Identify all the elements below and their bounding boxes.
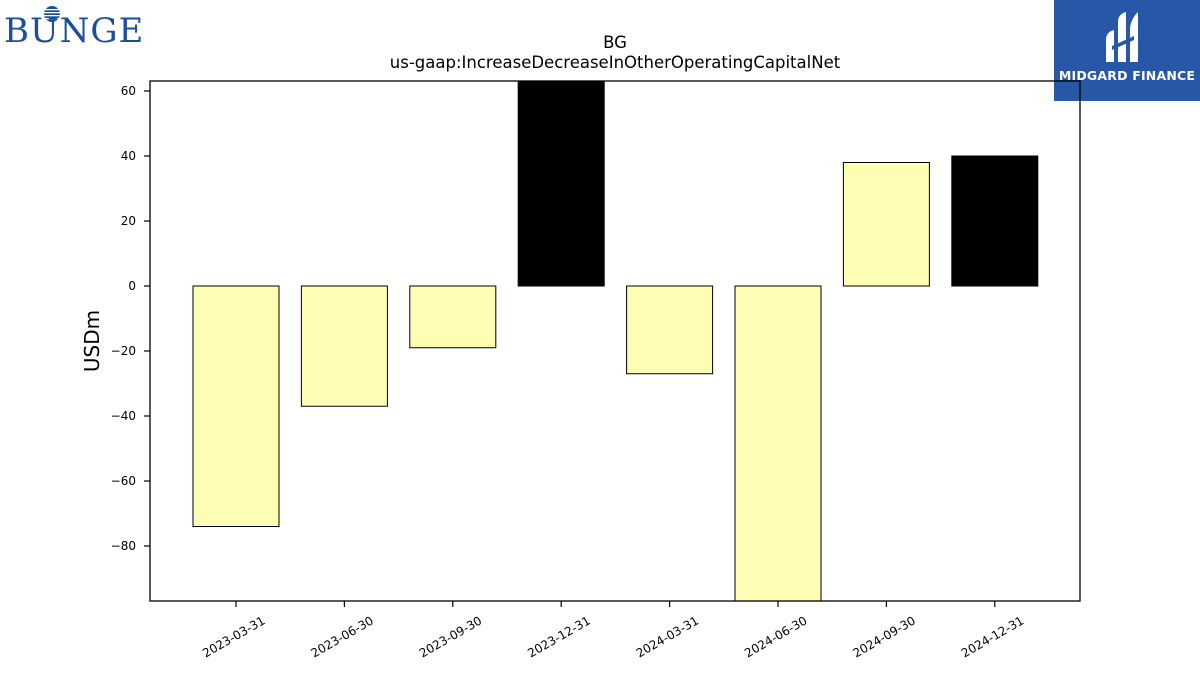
y-axis-label: USDm	[80, 310, 104, 372]
x-tick-label: 2023-12-31	[525, 613, 592, 660]
bars-group	[192, 80, 1039, 602]
x-tick-label: 2023-06-30	[308, 613, 375, 660]
bunge-sun-icon	[43, 6, 61, 22]
bunge-logo-text: BUNGE	[4, 11, 144, 46]
x-tick-label: 2024-09-30	[850, 613, 917, 660]
x-tick-label: 2023-03-31	[200, 613, 267, 660]
x-tick-label: 2024-12-31	[959, 613, 1026, 660]
chart-subtitle: us-gaap:IncreaseDecreaseInOtherOperating…	[389, 53, 841, 72]
y-tick-label: 0	[128, 279, 136, 293]
bar-2023-03-31	[192, 285, 280, 527]
bar-2023-09-30	[409, 285, 497, 349]
y-tick-label: −40	[111, 409, 136, 423]
y-axis: 60 40 20 0 −20 −40 −60 −80	[111, 84, 150, 553]
y-tick-label: −80	[111, 539, 136, 553]
chart-title: BG	[603, 33, 627, 52]
x-axis: 2023-03-31 2023-06-30 2023-09-30 2023-12-31…	[200, 601, 1026, 660]
bunge-logo: BUNGE	[4, 6, 144, 46]
x-tick-label: 2023-09-30	[417, 613, 484, 660]
y-tick-label: 60	[121, 84, 136, 98]
bar-2024-09-30	[842, 162, 930, 287]
bar-2023-06-30	[300, 285, 388, 407]
bar-2024-06-30	[734, 285, 822, 602]
x-tick-label: 2024-03-31	[634, 613, 701, 660]
bar-2024-03-31	[626, 285, 714, 375]
midgard-logo-text: MIDGARD FINANCE	[1058, 68, 1196, 83]
bar-2024-12-31	[951, 155, 1039, 287]
y-tick-label: −60	[111, 474, 136, 488]
x-tick-label: 2024-06-30	[742, 613, 809, 660]
y-tick-label: 40	[121, 149, 136, 163]
plot-frame	[149, 80, 1081, 602]
bar-2023-12-31	[517, 80, 605, 287]
midgard-finance-logo: MIDGARD FINANCE	[1054, 0, 1200, 101]
y-tick-label: −20	[111, 344, 136, 358]
y-tick-label: 20	[121, 214, 136, 228]
midgard-mark-icon	[1106, 12, 1138, 62]
